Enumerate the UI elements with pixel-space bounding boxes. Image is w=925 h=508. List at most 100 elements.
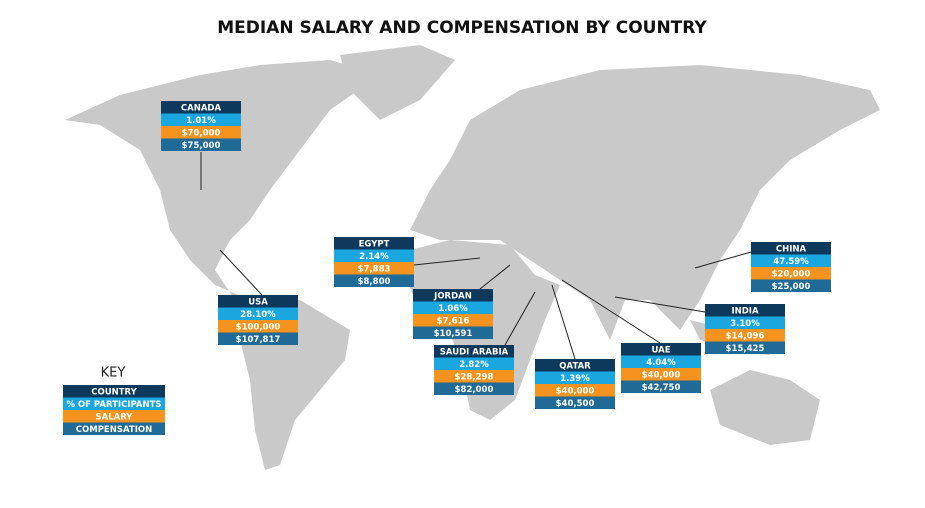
country-box: INDIA 3.10% $14,096 $15,425 bbox=[705, 304, 785, 354]
key-heading: KEY bbox=[101, 366, 126, 381]
box-name: INDIA bbox=[731, 306, 758, 316]
key-row bbox=[63, 397, 165, 410]
country-box: SAUDI ARABIA 2.82% $28,298 $82,000 bbox=[434, 345, 514, 395]
box-compensation: $15,425 bbox=[726, 344, 765, 354]
box-row bbox=[161, 126, 241, 139]
country-box: JORDAN 1.06% $7,616 $10,591 bbox=[413, 289, 493, 339]
key: KEY COUNTRY % OF PARTICIPANTS SALARY COMPENS… bbox=[63, 366, 165, 435]
country-box: EGYPT 2.14% $7,883 $8,800 bbox=[334, 237, 414, 287]
key-label: COUNTRY bbox=[91, 387, 137, 397]
box-row bbox=[535, 384, 615, 397]
box-salary: $100,000 bbox=[236, 322, 281, 332]
box-participants: 1.01% bbox=[186, 116, 216, 126]
box-salary: $40,000 bbox=[556, 386, 595, 396]
leader-lines bbox=[200, 152, 752, 360]
box-name: CHINA bbox=[776, 244, 807, 254]
box-salary: $14,096 bbox=[726, 331, 765, 341]
key-label: % OF PARTICIPANTS bbox=[66, 400, 161, 410]
box-row bbox=[434, 382, 514, 395]
box-row bbox=[621, 380, 701, 393]
box-compensation: $10,591 bbox=[434, 329, 473, 339]
box-row bbox=[751, 254, 831, 267]
box-name: SAUDI ARABIA bbox=[440, 347, 509, 357]
box-participants: 47.59% bbox=[773, 257, 809, 267]
key-row bbox=[63, 410, 165, 423]
box-participants: 28.10% bbox=[240, 310, 276, 320]
country-box: QATAR 1.39% $40,000 $40,500 bbox=[535, 359, 615, 409]
box-row bbox=[218, 320, 298, 333]
box-row bbox=[218, 295, 298, 308]
box-row bbox=[434, 357, 514, 370]
box-salary: $7,616 bbox=[437, 316, 470, 326]
box-row bbox=[434, 370, 514, 383]
box-row bbox=[621, 343, 701, 356]
box-row bbox=[334, 274, 414, 287]
box-row bbox=[334, 249, 414, 262]
box-row bbox=[705, 316, 785, 329]
box-participants: 1.06% bbox=[438, 304, 468, 314]
box-salary: $70,000 bbox=[182, 128, 221, 138]
box-row bbox=[535, 371, 615, 384]
box-compensation: $8,800 bbox=[358, 277, 391, 287]
box-salary: $28,298 bbox=[455, 372, 494, 382]
country-box: USA 28.10% $100,000 $107,817 bbox=[218, 295, 298, 345]
box-row bbox=[334, 237, 414, 250]
leader-line bbox=[614, 296, 706, 313]
box-name: UAE bbox=[651, 345, 670, 355]
box-row bbox=[334, 262, 414, 275]
box-compensation: $107,817 bbox=[236, 335, 281, 345]
box-participants: 3.10% bbox=[730, 319, 760, 329]
box-row bbox=[751, 267, 831, 280]
box-row bbox=[413, 301, 493, 314]
box-compensation: $42,750 bbox=[642, 383, 681, 393]
box-row bbox=[413, 289, 493, 302]
box-row bbox=[413, 314, 493, 327]
country-box: UAE 4.04% $40,000 $42,750 bbox=[621, 343, 701, 393]
box-row bbox=[705, 329, 785, 342]
box-row bbox=[161, 138, 241, 151]
key-row bbox=[63, 385, 165, 398]
box-row bbox=[434, 345, 514, 358]
box-salary: $40,000 bbox=[642, 370, 681, 380]
box-row bbox=[621, 368, 701, 381]
box-name: USA bbox=[248, 297, 268, 307]
box-row bbox=[535, 396, 615, 409]
box-row bbox=[751, 279, 831, 292]
box-name: QATAR bbox=[559, 361, 591, 371]
box-name: EGYPT bbox=[359, 239, 390, 249]
australia bbox=[710, 370, 820, 445]
box-compensation: $82,000 bbox=[455, 385, 494, 395]
box-row bbox=[705, 304, 785, 317]
box-salary: $7,883 bbox=[358, 264, 391, 274]
key-row bbox=[63, 422, 165, 435]
box-compensation: $40,500 bbox=[556, 399, 595, 409]
key-label: SALARY bbox=[96, 412, 134, 422]
title: MEDIAN SALARY AND COMPENSATION BY COUNTR… bbox=[217, 18, 707, 38]
leader-line bbox=[551, 284, 576, 360]
box-row bbox=[218, 307, 298, 320]
box-row bbox=[621, 355, 701, 368]
box-compensation: $25,000 bbox=[772, 282, 811, 292]
greenland bbox=[340, 45, 455, 120]
country-box: CANADA 1.01% $70,000 $75,000 bbox=[161, 101, 241, 151]
leader-line bbox=[219, 249, 263, 296]
box-participants: 1.39% bbox=[560, 374, 590, 384]
box-participants: 2.82% bbox=[459, 360, 489, 370]
leader-line bbox=[413, 257, 481, 266]
box-salary: $20,000 bbox=[772, 269, 811, 279]
leader-line bbox=[504, 291, 536, 346]
box-row bbox=[535, 359, 615, 372]
box-participants: 2.14% bbox=[359, 252, 389, 262]
north-america bbox=[65, 60, 380, 305]
box-name: CANADA bbox=[181, 103, 222, 113]
box-row bbox=[413, 326, 493, 339]
box-compensation: $75,000 bbox=[182, 141, 221, 151]
box-name: JORDAN bbox=[433, 291, 472, 301]
country-box: CHINA 47.59% $20,000 $25,000 bbox=[751, 242, 831, 292]
leader-line bbox=[694, 251, 752, 269]
leader-line bbox=[561, 279, 661, 344]
world-map bbox=[65, 45, 880, 470]
box-row bbox=[218, 332, 298, 345]
box-row bbox=[161, 113, 241, 126]
